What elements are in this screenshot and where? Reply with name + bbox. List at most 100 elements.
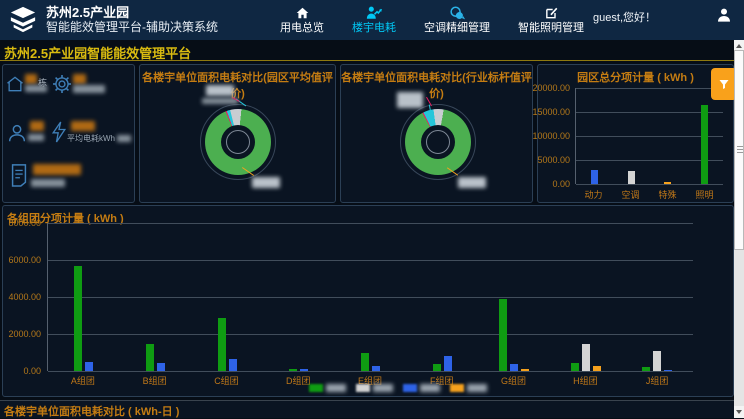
donut1-label-bottom-censored: [252, 177, 280, 188]
donut2-inner-ring: [426, 130, 450, 154]
lightning-icon: [51, 121, 67, 143]
x-tick-label: E组团: [357, 376, 383, 386]
x-tick-label: G组团: [501, 376, 527, 386]
summary-sidebar-panel: 栋 平均电耗kWh: [2, 64, 135, 203]
stat-avg-value-censored: [71, 121, 95, 131]
legend-swatch: [450, 384, 464, 392]
bar: [664, 182, 672, 184]
y-tick-label: 10000.00: [532, 131, 570, 141]
bar: [701, 104, 709, 184]
park-metering-plot: [575, 88, 723, 185]
stat-gear-value-censored: [73, 74, 86, 84]
y-tick-label: 0.00: [23, 366, 41, 376]
legend-label-censored: [467, 384, 487, 392]
legend-item: [356, 384, 393, 392]
legend-swatch: [356, 384, 370, 392]
legend-label-censored: [420, 384, 440, 392]
bar: [570, 362, 579, 371]
donut-panel-park-average: 各楼宇单位面积电耗对比(园区平均值评价): [139, 64, 336, 203]
x-tick-label: D组团: [285, 376, 311, 386]
bar: [432, 363, 441, 371]
donut1-sublabel-top-censored: [202, 98, 238, 104]
bottom-section-title[interactable]: 各楼宇单位面积电耗对比 ( kWh-日 ): [0, 400, 744, 418]
park-metering-xaxis: 动力 空调 特殊 照明: [575, 188, 723, 200]
funnel-icon: [719, 80, 729, 89]
x-tick-label: 照明: [695, 190, 714, 200]
user-icon[interactable]: [716, 7, 732, 28]
bar: [443, 355, 452, 371]
user-greeting: guest,您好！: [593, 12, 656, 24]
y-tick-label: 8000.00: [8, 218, 41, 228]
building-energy-icon: [366, 6, 382, 19]
x-tick-label: A组团: [70, 376, 95, 386]
x-tick-label: 特殊: [658, 190, 677, 200]
donut1-inner-ring: [226, 130, 250, 154]
y-tick-label: 6000.00: [8, 255, 41, 265]
x-tick-label: H组团: [573, 376, 598, 386]
bar: [300, 369, 309, 371]
group-metering-legend: [309, 384, 487, 392]
bar: [581, 344, 590, 371]
bar: [592, 366, 601, 371]
vertical-scrollbar[interactable]: [734, 40, 744, 418]
x-tick-label: J组团: [645, 376, 669, 386]
scrollbar-down-button[interactable]: [734, 406, 744, 418]
app-header: 苏州2.5产业园 智能能效管理平台-辅助决策系统 用电总览 楼宇电耗 空调精细管…: [0, 0, 744, 40]
legend-item: [309, 384, 346, 392]
gridline: [576, 136, 723, 137]
app-title-line1: 苏州2.5产业园: [46, 5, 130, 20]
y-tick-label: 5000.00: [537, 155, 570, 165]
stat-buildings-value-censored: [25, 74, 37, 84]
donut1-title: 各楼宇单位面积电耗对比(园区平均值评价): [142, 72, 333, 100]
park-metering-yaxis: 20000.00 15000.00 10000.00 5000.00 0.00: [532, 83, 574, 189]
legend-label-censored: [373, 384, 393, 392]
y-tick-label: 2000.00: [8, 329, 41, 339]
stat-gear-sublabel-censored: [73, 85, 105, 93]
scrollbar-thumb[interactable]: [734, 50, 744, 250]
app-title-line2: 智能能效管理平台-辅助决策系统: [46, 20, 218, 34]
nav-item-lighting-management[interactable]: 智能照明管理: [508, 4, 594, 37]
bar: [653, 350, 662, 371]
group-metering-title: 各组团分项计量 ( kWh ): [7, 213, 124, 225]
stat-buildings-unit: 栋: [38, 78, 48, 88]
group-metering-yaxis: 8000.00 6000.00 4000.00 2000.00 0.00: [3, 218, 45, 376]
park-metering-title: 园区总分项计量 ( kWh ): [577, 72, 694, 84]
stat-avg-suffix-censored: [117, 135, 132, 143]
gridline: [576, 160, 723, 161]
group-metering-plot: [47, 223, 693, 372]
gridline: [48, 260, 693, 261]
bar: [85, 361, 94, 371]
stat-buildings-sublabel-censored: [25, 85, 47, 92]
app-brand: 苏州2.5产业园 智能能效管理平台-辅助决策系统: [46, 5, 218, 35]
y-tick-label: 20000.00: [532, 83, 570, 93]
hvac-icon: [449, 6, 465, 19]
gridline: [576, 88, 723, 89]
bar: [520, 369, 529, 371]
main-nav: 用电总览 楼宇电耗 空调精细管理 智能照明管理: [270, 4, 594, 37]
home-outline-icon: [7, 76, 23, 92]
app-logo-icon: [10, 6, 36, 33]
filter-button[interactable]: [711, 68, 737, 100]
bar: [289, 368, 298, 371]
bar: [664, 369, 673, 371]
gridline: [48, 371, 693, 372]
bar: [74, 265, 83, 371]
y-tick-label: 0.00: [552, 179, 570, 189]
stat-avg-label: 平均电耗kWh: [67, 133, 132, 144]
user-outline-icon: [8, 124, 26, 142]
nav-item-power-overview[interactable]: 用电总览: [270, 4, 334, 37]
stat-person-sublabel-censored: [28, 134, 44, 141]
bar: [372, 366, 380, 371]
nav-item-hvac-management[interactable]: 空调精细管理: [414, 4, 500, 37]
gridline: [576, 184, 723, 185]
legend-item: [403, 384, 440, 392]
y-tick-label: 4000.00: [8, 292, 41, 302]
bar: [156, 362, 165, 371]
scroll-down-icon: [736, 410, 742, 414]
legend-item: [450, 384, 487, 392]
scrollbar-up-button[interactable]: [734, 40, 744, 52]
document-icon: [11, 164, 27, 187]
page-title: 苏州2.5产业园智能能效管理平台: [0, 40, 744, 61]
bar: [627, 171, 635, 184]
nav-item-building-energy[interactable]: 楼宇电耗: [342, 4, 406, 37]
